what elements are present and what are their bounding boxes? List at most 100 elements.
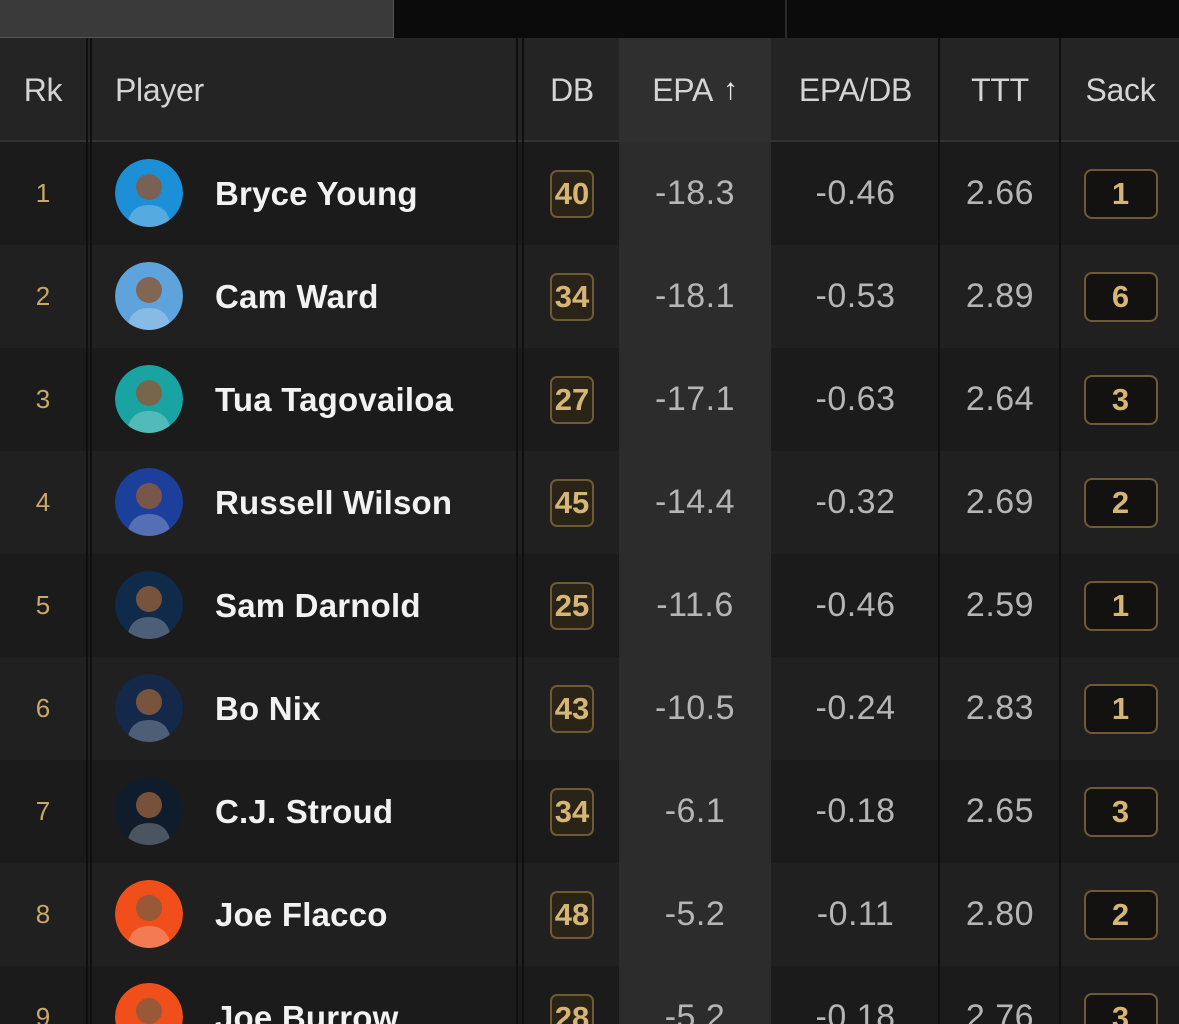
- table-row[interactable]: 9 Joe Burrow 28 -5.2 -0.18 2.76 3: [0, 966, 1179, 1024]
- player-name-link[interactable]: Joe Flacco: [215, 895, 388, 933]
- sack-cell: 2: [1062, 863, 1179, 966]
- ttt-cell: 2.64: [965, 380, 1035, 418]
- avatar-icon: [115, 365, 183, 433]
- header-epa[interactable]: EPA ↑: [619, 38, 771, 142]
- sack-badge: 1: [1083, 580, 1158, 631]
- table-row[interactable]: 7 C.J. Stroud 34 -6.1 -0.18 2.65 3: [0, 760, 1179, 863]
- tab-active[interactable]: [0, 0, 394, 38]
- epa-per-db-cell: -0.46: [815, 174, 896, 212]
- rank-cell: 4: [35, 487, 51, 517]
- epa-cell: -17.1: [655, 380, 735, 418]
- avatar-icon: [115, 262, 183, 330]
- sorted-column-highlight: [619, 348, 771, 451]
- header-sack[interactable]: Sack: [1085, 71, 1156, 108]
- epa-cell: -5.2: [664, 895, 726, 933]
- tab-second[interactable]: [394, 0, 787, 38]
- player-name-link[interactable]: C.J. Stroud: [215, 792, 394, 830]
- rank-cell: 6: [35, 693, 51, 723]
- player-name-link[interactable]: Russell Wilson: [215, 483, 453, 521]
- table-row[interactable]: 3 Tua Tagovailoa 27 -17.1 -0.63 2.64 3: [0, 348, 1179, 451]
- sack-badge: 1: [1083, 683, 1158, 734]
- epa-cell: -10.5: [655, 689, 735, 727]
- player-avatar[interactable]: [115, 880, 183, 948]
- epa-per-db-cell: -0.24: [815, 689, 896, 727]
- column-divider: [90, 38, 92, 1024]
- sack-badge: 2: [1083, 889, 1158, 940]
- player-name-link[interactable]: Bryce Young: [215, 174, 418, 212]
- rank-cell: 1: [35, 178, 51, 208]
- sack-badge: 3: [1083, 374, 1158, 425]
- stats-table: Rk Player DB EPA ↑ EPA/DB TTT Sack 1 Bryc…: [0, 38, 1179, 1024]
- db-cell: 34: [526, 245, 618, 348]
- db-badge: 25: [550, 581, 594, 630]
- sack-badge: 6: [1083, 271, 1158, 322]
- ttt-cell: 2.80: [965, 895, 1035, 933]
- sorted-column-highlight: [619, 863, 771, 966]
- player-avatar[interactable]: [115, 365, 183, 433]
- player-avatar[interactable]: [115, 777, 183, 845]
- sorted-column-highlight: [619, 554, 771, 657]
- column-divider: [938, 38, 940, 1024]
- ttt-cell: 2.89: [965, 277, 1035, 315]
- sack-badge: 2: [1083, 477, 1158, 528]
- column-divider: [86, 38, 88, 1024]
- avatar-icon: [115, 159, 183, 227]
- table-row[interactable]: 6 Bo Nix 43 -10.5 -0.24 2.83 1: [0, 657, 1179, 760]
- avatar-icon: [115, 468, 183, 536]
- db-cell: 40: [526, 142, 618, 245]
- sorted-column-highlight: [619, 966, 771, 1024]
- player-name-link[interactable]: Bo Nix: [215, 689, 321, 727]
- column-divider: [522, 38, 524, 1024]
- player-name-link[interactable]: Sam Darnold: [215, 586, 421, 624]
- rank-cell: 5: [35, 590, 51, 620]
- ttt-cell: 2.59: [965, 586, 1035, 624]
- db-cell: 34: [526, 760, 618, 863]
- epa-per-db-cell: -0.11: [816, 895, 895, 933]
- tab-third[interactable]: [787, 0, 1179, 38]
- header-epa-per-db[interactable]: EPA/DB: [798, 71, 913, 108]
- table-row[interactable]: 8 Joe Flacco 48 -5.2 -0.11 2.80 2: [0, 863, 1179, 966]
- table-row[interactable]: 1 Bryce Young 40 -18.3 -0.46 2.66 1: [0, 142, 1179, 245]
- player-name-link[interactable]: Joe Burrow: [215, 998, 399, 1024]
- rank-cell: 3: [35, 384, 51, 414]
- player-avatar[interactable]: [115, 674, 183, 742]
- player-avatar[interactable]: [115, 262, 183, 330]
- header-epa-label: EPA: [652, 71, 714, 108]
- player-name-link[interactable]: Tua Tagovailoa: [215, 380, 454, 418]
- player-avatar[interactable]: [115, 159, 183, 227]
- epa-cell: -18.3: [655, 174, 735, 212]
- db-badge: 48: [550, 890, 594, 939]
- header-db[interactable]: DB: [550, 71, 594, 108]
- table-row[interactable]: 4 Russell Wilson 45 -14.4 -0.32 2.69 2: [0, 451, 1179, 554]
- sack-cell: 3: [1062, 966, 1179, 1024]
- epa-per-db-cell: -0.46: [815, 586, 896, 624]
- epa-cell: -11.6: [656, 586, 734, 624]
- table-row[interactable]: 2 Cam Ward 34 -18.1 -0.53 2.89 6: [0, 245, 1179, 348]
- db-cell: 48: [526, 863, 618, 966]
- table-row[interactable]: 5 Sam Darnold 25 -11.6 -0.46 2.59 1: [0, 554, 1179, 657]
- epa-per-db-cell: -0.32: [815, 483, 896, 521]
- player-avatar[interactable]: [115, 468, 183, 536]
- avatar-icon: [115, 880, 183, 948]
- epa-per-db-cell: -0.63: [815, 380, 896, 418]
- db-badge: 34: [550, 272, 594, 321]
- ttt-cell: 2.83: [965, 689, 1035, 727]
- sorted-column-highlight: [619, 245, 771, 348]
- sack-cell: 3: [1062, 760, 1179, 863]
- db-badge: 28: [550, 993, 594, 1024]
- ttt-cell: 2.66: [965, 174, 1035, 212]
- avatar-icon: [115, 777, 183, 845]
- player-avatar[interactable]: [115, 983, 183, 1024]
- table-header: Rk Player DB EPA ↑ EPA/DB TTT Sack: [0, 38, 1179, 142]
- header-player[interactable]: Player: [115, 71, 204, 108]
- player-avatar[interactable]: [115, 571, 183, 639]
- epa-cell: -5.2: [664, 998, 726, 1024]
- sack-cell: 1: [1062, 657, 1179, 760]
- sack-badge: 3: [1083, 992, 1158, 1024]
- player-name-link[interactable]: Cam Ward: [215, 277, 379, 315]
- rank-cell: 8: [35, 899, 51, 929]
- tab-bar: [0, 0, 1179, 38]
- sorted-column-highlight: [619, 451, 771, 554]
- header-ttt[interactable]: TTT: [971, 71, 1029, 108]
- header-rank[interactable]: Rk: [23, 71, 63, 108]
